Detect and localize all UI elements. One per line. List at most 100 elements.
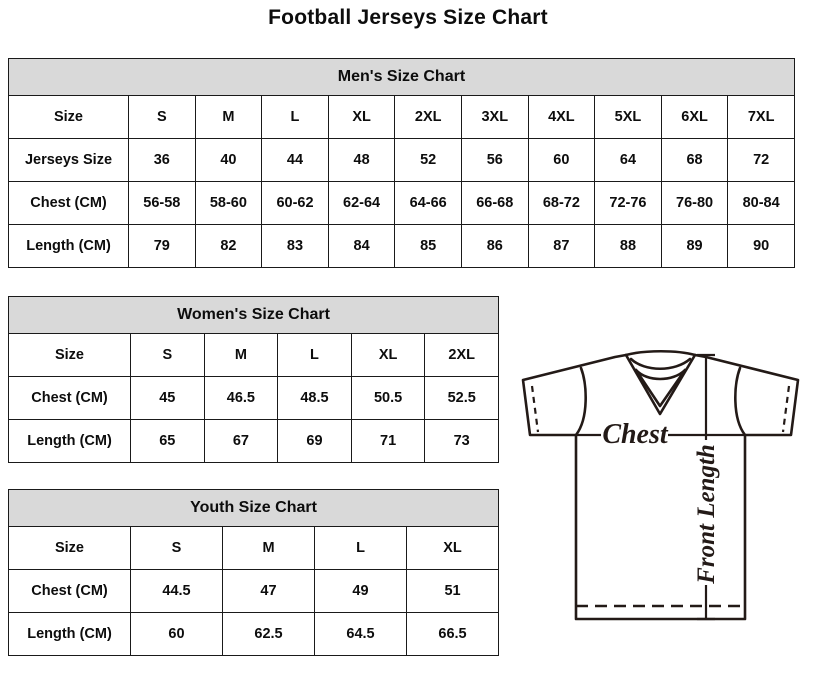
womens-caption-row: Women's Size Chart <box>8 296 499 334</box>
table-cell: 58-60 <box>194 181 263 225</box>
mens-caption-row: Men's Size Chart <box>8 58 795 96</box>
table-cell: 56-58 <box>128 181 196 225</box>
table-cell: 68-72 <box>527 181 596 225</box>
table-cell: 72 <box>727 138 795 182</box>
table-cell: 73 <box>424 419 499 463</box>
youth-caption-row: Youth Size Chart <box>7 489 500 527</box>
youth-size-l: L <box>314 526 407 570</box>
table-row: Chest (CM) 45 46.5 48.5 50.5 52.5 <box>8 376 499 420</box>
mens-row-label-chest: Chest (CM) <box>8 181 129 225</box>
table-cell: 62-64 <box>327 181 396 225</box>
womens-size-m: M <box>203 333 279 377</box>
table-cell: 56 <box>460 138 529 182</box>
youth-row-label-chest: Chest (CM) <box>8 569 131 613</box>
mens-header-row: Size S M L XL 2XL 3XL 4XL 5XL 6XL 7XL <box>8 95 795 139</box>
sleeve-cuff-stitch-right <box>781 385 791 433</box>
womens-size-xl: XL <box>350 333 426 377</box>
mens-size-m: M <box>194 95 263 139</box>
womens-table-caption: Women's Size Chart <box>8 296 499 334</box>
table-cell: 51 <box>405 569 500 613</box>
table-cell: 64 <box>594 138 662 182</box>
table-row: Chest (CM) 44.5 47 49 51 <box>8 569 500 613</box>
table-row: Length (CM) 60 62.5 64.5 66.5 <box>8 612 500 656</box>
table-cell: 44.5 <box>130 569 223 613</box>
page-title: Football Jerseys Size Chart <box>268 6 548 29</box>
mens-size-3xl: 3XL <box>460 95 529 139</box>
table-cell: 48 <box>327 138 396 182</box>
table-row: Jerseys Size 36 40 44 48 52 56 60 64 68 … <box>8 138 795 182</box>
mens-size-xl: XL <box>327 95 396 139</box>
table-cell: 60 <box>527 138 596 182</box>
table-cell: 69 <box>277 419 352 463</box>
front-length-ticks <box>697 353 715 621</box>
womens-size-s: S <box>130 333 205 377</box>
table-cell: 79 <box>128 224 196 268</box>
youth-table-caption: Youth Size Chart <box>7 489 500 527</box>
mens-row-label-length: Length (CM) <box>8 224 129 268</box>
mens-table-caption: Men's Size Chart <box>8 58 795 96</box>
mens-size-4xl: 4XL <box>527 95 596 139</box>
mens-size-5xl: 5XL <box>594 95 662 139</box>
table-row: Length (CM) 79 82 83 84 85 86 87 88 89 9… <box>8 224 795 268</box>
table-cell: 49 <box>314 569 407 613</box>
table-cell: 48.5 <box>277 376 352 420</box>
table-cell: 66-68 <box>460 181 529 225</box>
sleeve-cuff-stitch-left <box>530 385 540 433</box>
table-cell: 36 <box>128 138 196 182</box>
table-cell: 65 <box>130 419 205 463</box>
table-cell: 76-80 <box>660 181 729 225</box>
table-cell: 52 <box>394 138 462 182</box>
table-cell: 80-84 <box>727 181 795 225</box>
womens-size-header: Size <box>8 333 131 377</box>
mens-size-6xl: 6XL <box>660 95 729 139</box>
womens-size-l: L <box>277 333 352 377</box>
youth-size-header: Size <box>8 526 131 570</box>
table-cell: 85 <box>394 224 462 268</box>
table-cell: 90 <box>727 224 795 268</box>
table-cell: 83 <box>261 224 329 268</box>
table-cell: 45 <box>130 376 205 420</box>
youth-size-s: S <box>130 526 223 570</box>
table-cell: 86 <box>460 224 529 268</box>
mens-size-7xl: 7XL <box>727 95 795 139</box>
womens-header-row: Size S M L XL 2XL <box>8 333 499 377</box>
table-cell: 68 <box>660 138 729 182</box>
table-cell: 46.5 <box>203 376 279 420</box>
table-row: Length (CM) 65 67 69 71 73 <box>8 419 499 463</box>
table-cell: 64.5 <box>314 612 407 656</box>
womens-size-chart-table: Women's Size Chart Size S M L XL 2XL Che… <box>8 296 499 463</box>
mens-size-2xl: 2XL <box>394 95 462 139</box>
table-cell: 60 <box>130 612 223 656</box>
table-cell: 87 <box>527 224 596 268</box>
table-cell: 44 <box>261 138 329 182</box>
womens-row-label-chest: Chest (CM) <box>8 376 131 420</box>
mens-size-s: S <box>128 95 196 139</box>
mens-size-l: L <box>261 95 329 139</box>
table-cell: 60-62 <box>261 181 329 225</box>
table-cell: 67 <box>203 419 279 463</box>
table-cell: 88 <box>594 224 662 268</box>
chest-measure-label: Chest <box>602 419 669 450</box>
table-cell: 82 <box>194 224 263 268</box>
table-cell: 66.5 <box>405 612 500 656</box>
womens-row-label-length: Length (CM) <box>8 419 131 463</box>
mens-row-label-jerseys-size: Jerseys Size <box>8 138 129 182</box>
youth-size-m: M <box>222 526 315 570</box>
table-cell: 62.5 <box>222 612 315 656</box>
womens-size-2xl: 2XL <box>424 333 499 377</box>
table-cell: 72-76 <box>594 181 662 225</box>
tshirt-outline <box>521 349 800 621</box>
table-cell: 89 <box>660 224 729 268</box>
mens-size-chart-table: Men's Size Chart Size S M L XL 2XL 3XL 4… <box>8 58 795 268</box>
table-cell: 40 <box>194 138 263 182</box>
table-cell: 84 <box>327 224 396 268</box>
table-cell: 52.5 <box>424 376 499 420</box>
table-cell: 71 <box>350 419 426 463</box>
youth-row-label-length: Length (CM) <box>8 612 131 656</box>
table-cell: 50.5 <box>350 376 426 420</box>
youth-size-chart-table: Youth Size Chart Size S M L XL Chest (CM… <box>7 489 500 656</box>
table-cell: 64-66 <box>394 181 462 225</box>
youth-size-xl: XL <box>405 526 500 570</box>
youth-header-row: Size S M L XL <box>8 526 500 570</box>
jersey-measurement-diagram: Chest Front Length <box>505 332 816 675</box>
